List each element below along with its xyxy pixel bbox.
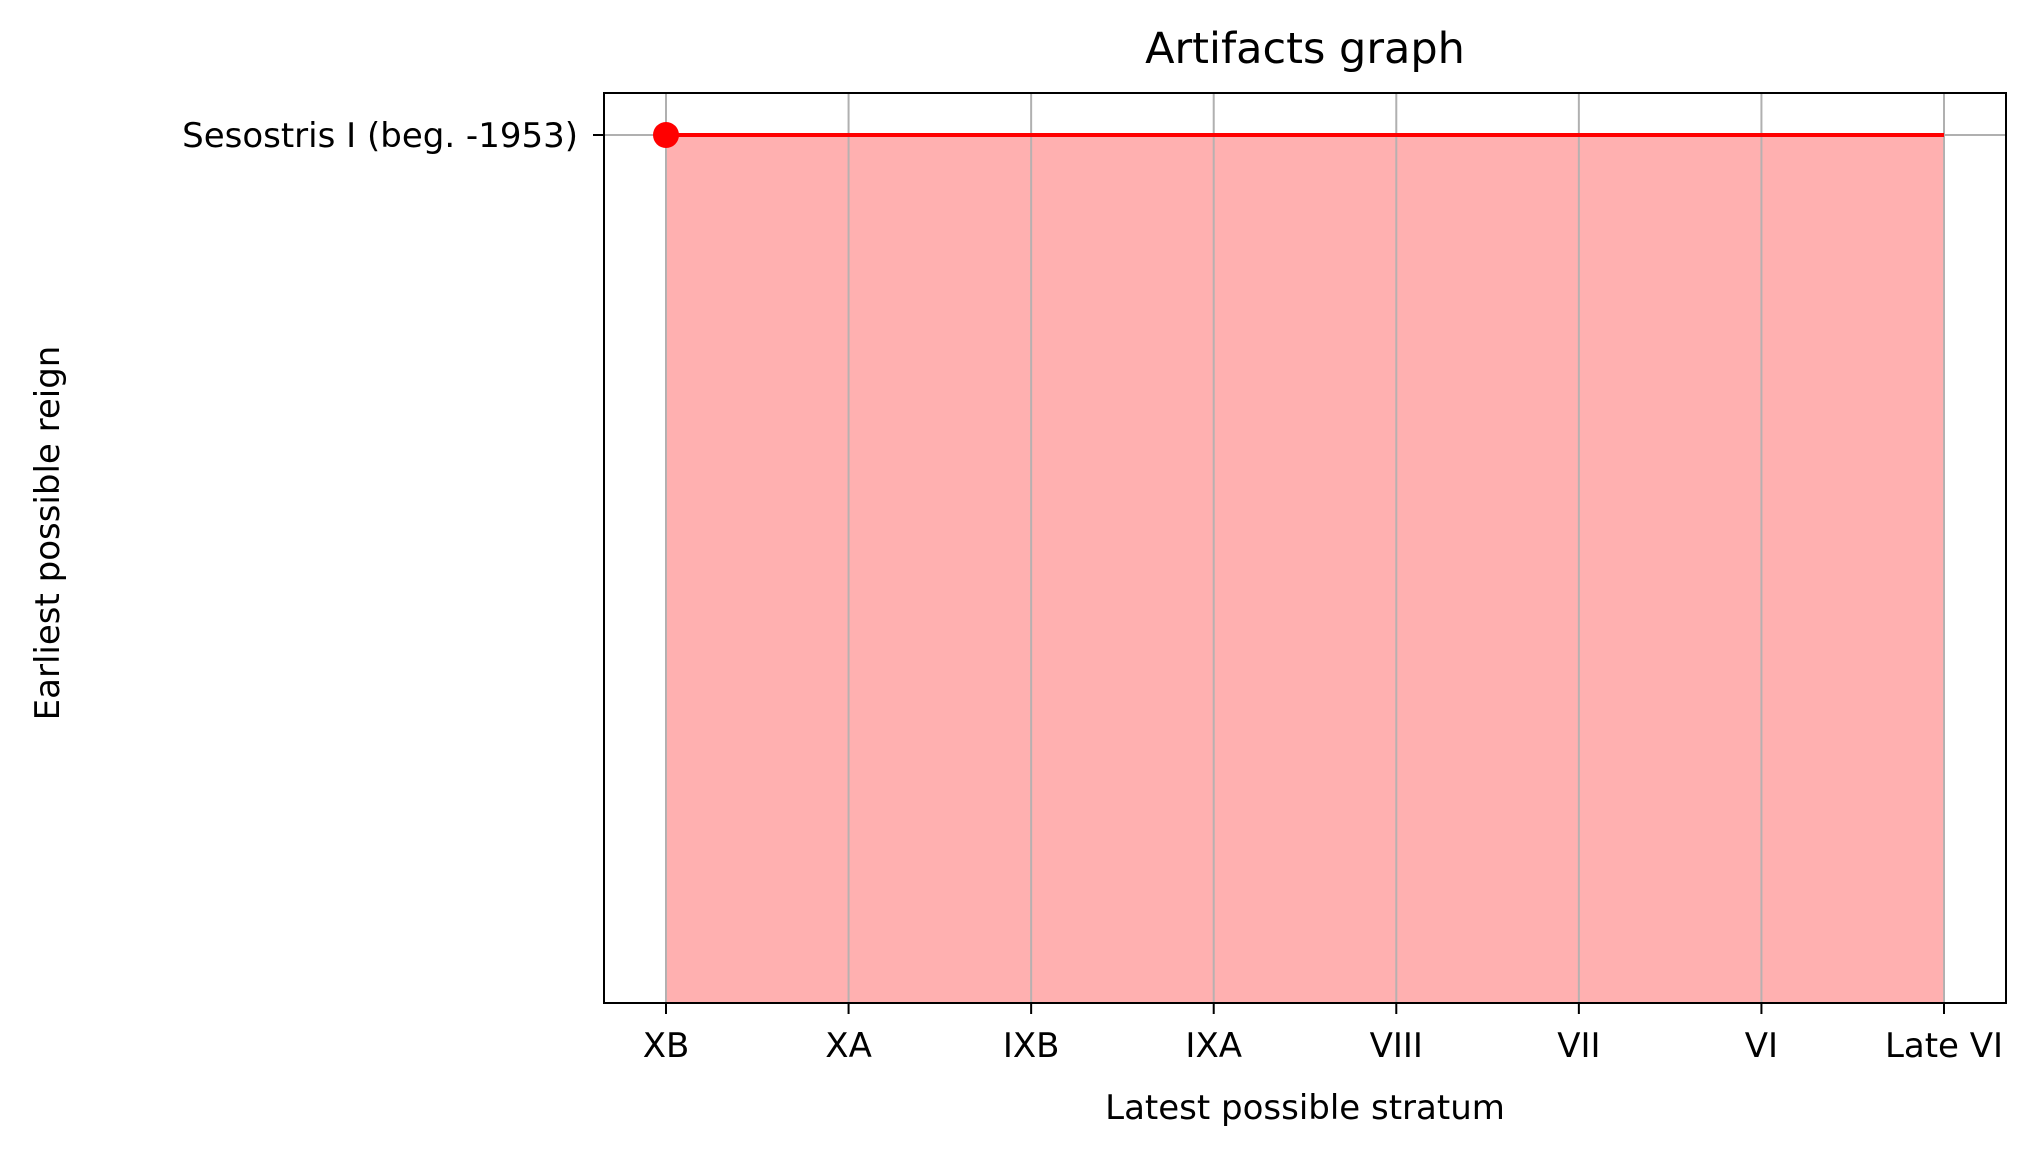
x-tick-label: XB	[643, 1026, 690, 1066]
x-tick-label: Late VI	[1885, 1026, 2003, 1066]
x-tick-label: VI	[1745, 1026, 1778, 1066]
y-tick-label: Sesostris I (beg. -1953)	[182, 116, 578, 156]
x-axis-ticks: XB XA IXB IXA VIII VII VI Late VI	[643, 1003, 2003, 1066]
x-axis-label: Latest possible stratum	[1105, 1088, 1505, 1128]
series-marker-point	[653, 122, 679, 148]
x-tick-label: VIII	[1370, 1026, 1423, 1066]
y-axis-label: Earliest possible reign	[28, 346, 68, 721]
series-fill-area	[666, 135, 1944, 1003]
y-axis-ticks: Sesostris I (beg. -1953)	[182, 116, 604, 156]
chart-title: Artifacts graph	[1145, 24, 1465, 74]
x-tick-label: IXA	[1185, 1026, 1242, 1066]
fill-area-layer	[665, 135, 1945, 1003]
x-tick-label: IXB	[1003, 1026, 1060, 1066]
plot-area-frame	[603, 92, 2007, 1004]
x-tick-label: VII	[1557, 1026, 1600, 1066]
x-tick-label: XA	[825, 1026, 872, 1066]
series-line-layer	[653, 122, 1944, 148]
